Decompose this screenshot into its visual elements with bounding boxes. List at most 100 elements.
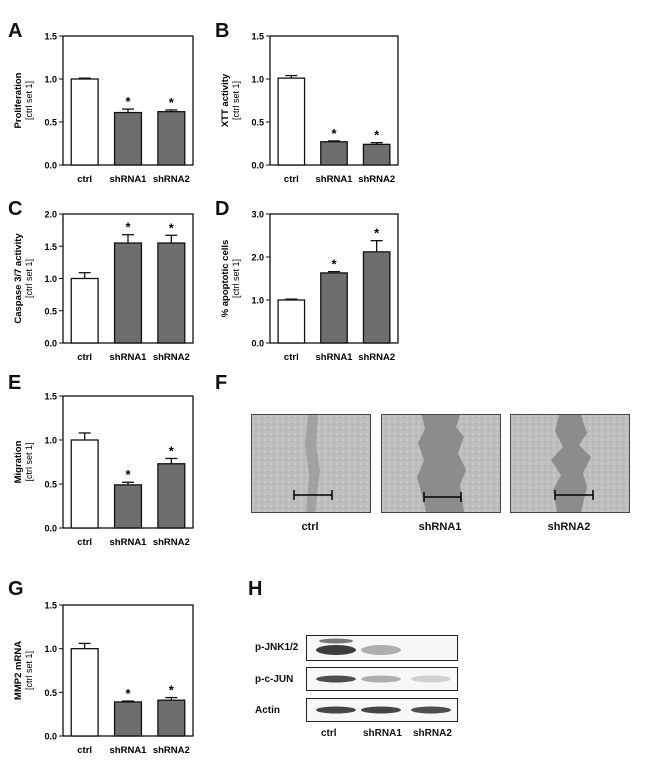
bar-shrna2 <box>157 463 186 529</box>
y-axis-sublabel: [ctrl set 1] <box>24 259 34 298</box>
y-tick-label: 1.5 <box>44 32 57 42</box>
y-axis-label: XTT activity <box>220 73 231 127</box>
micrograph-ctrl <box>251 414 371 513</box>
x-tick-label: ctrl <box>77 537 92 548</box>
blot-band <box>361 706 401 714</box>
blot-label-pcjun: p-c-JUN <box>255 674 294 685</box>
bar-shrna2 <box>362 143 391 166</box>
bar-shrna2 <box>362 251 391 344</box>
x-tick-label: shRNA1 <box>110 174 148 185</box>
significance-star: * <box>125 467 131 482</box>
bar-ctrl <box>70 277 99 344</box>
panel-letter-a: A <box>8 20 23 42</box>
x-tick-label: ctrl <box>77 352 92 363</box>
significance-star: * <box>125 220 131 235</box>
y-tick-label: 1.5 <box>251 32 264 42</box>
bar-ctrl <box>277 77 306 166</box>
blot-band <box>316 706 356 714</box>
y-tick-label: 0.0 <box>44 732 57 742</box>
micrograph-caption-ctrl: ctrl <box>301 521 319 533</box>
blot-strip-pjnk <box>306 635 458 661</box>
y-tick-label: 0.5 <box>44 306 57 316</box>
significance-star: * <box>331 257 337 272</box>
blot-band <box>411 675 451 683</box>
bar-shrna2 <box>157 242 186 344</box>
micrograph-shrna1 <box>381 414 501 513</box>
y-tick-label: 0.0 <box>44 161 57 171</box>
significance-star: * <box>169 443 175 458</box>
x-tick-label: shRNA1 <box>110 352 148 363</box>
x-tick-label: shRNA1 <box>316 174 354 185</box>
significance-star: * <box>374 128 380 143</box>
x-tick-label: shRNA2 <box>153 745 190 756</box>
blot-strip-pcjun <box>306 667 458 691</box>
y-tick-label: 0.5 <box>251 118 264 128</box>
y-tick-label: 0.0 <box>44 339 57 349</box>
x-tick-label: ctrl <box>77 745 92 756</box>
significance-star: * <box>331 126 337 141</box>
x-tick-label: shRNA2 <box>153 537 190 548</box>
chart-c: 0.0 0.5 1.0 1.5 2.0 Caspase 3/7 activity [ctrl… <box>13 210 194 363</box>
chart-g: 0.0 0.5 1.0 1.5 MMP2 mRNA [ctrl set 1] ctrl * sh… <box>13 601 194 756</box>
blot-lane-shrna2: shRNA2 <box>413 728 452 739</box>
y-tick-label: 0.5 <box>44 480 57 490</box>
significance-star: * <box>169 220 175 235</box>
bar-shrna2 <box>157 111 186 166</box>
bar-shrna1 <box>113 242 143 344</box>
bar-ctrl <box>70 78 99 166</box>
y-tick-label: 2.0 <box>251 253 264 263</box>
significance-star: * <box>125 686 131 701</box>
y-tick-label: 1.5 <box>44 242 57 252</box>
blot-bands-pcjun <box>316 675 451 683</box>
bar-ctrl <box>70 648 99 737</box>
chart-b: 0.0 0.5 1.0 1.5 XTT activity [ctrl set 1] ctrl… <box>220 32 399 185</box>
micrograph-shrna1-image <box>382 415 500 512</box>
blot-band <box>411 706 451 714</box>
y-axis-label: Caspase 3/7 activity <box>13 233 24 324</box>
panel-letter-d: D <box>215 198 230 220</box>
y-axis-sublabel: [ctrl set 1] <box>231 81 241 120</box>
blot-lane-ctrl: ctrl <box>321 728 337 739</box>
x-tick-label: shRNA1 <box>316 352 354 363</box>
significance-star: * <box>169 95 175 110</box>
x-tick-label: ctrl <box>284 174 299 185</box>
y-axis-sublabel: [ctrl set 1] <box>24 81 34 120</box>
y-axis-label: Proliferation <box>13 72 24 128</box>
y-tick-label: 0.5 <box>44 118 57 128</box>
y-tick-label: 0.0 <box>251 161 264 171</box>
blot-band <box>316 645 356 655</box>
x-tick-label: shRNA1 <box>110 745 148 756</box>
y-axis-sublabel: [ctrl set 1] <box>24 442 34 481</box>
x-tick-label: ctrl <box>77 174 92 185</box>
y-tick-label: 1.0 <box>44 644 57 654</box>
significance-star: * <box>374 226 380 241</box>
bar-shrna1 <box>320 272 348 344</box>
y-tick-label: 1.0 <box>251 296 264 306</box>
panel-letter-e: E <box>8 372 22 394</box>
y-axis-label: % apoptotic cells <box>220 240 231 318</box>
blot-band <box>361 675 401 683</box>
blot-bands-pjnk <box>316 638 401 655</box>
micrograph-caption-shrna1: shRNA1 <box>418 521 462 533</box>
blot-lane-shrna1: shRNA1 <box>363 728 402 739</box>
x-tick-label: shRNA1 <box>110 537 148 548</box>
y-tick-label: 1.0 <box>251 75 264 85</box>
y-axis-sublabel: [ctrl set 1] <box>24 651 34 690</box>
y-tick-label: 0.5 <box>44 688 57 698</box>
y-tick-label: 0.0 <box>251 339 264 349</box>
panel-letter-b: B <box>215 20 230 42</box>
y-axis-label: Migration <box>13 440 24 483</box>
y-tick-label: 1.0 <box>44 75 57 85</box>
blot-band <box>361 645 401 655</box>
y-tick-label: 1.5 <box>44 392 57 402</box>
micrograph-shrna2-image <box>511 415 629 512</box>
x-tick-label: shRNA2 <box>358 352 395 363</box>
significance-star: * <box>169 683 175 698</box>
y-tick-label: 1.5 <box>44 601 57 611</box>
blot-bands-actin <box>316 706 451 714</box>
y-tick-label: 1.0 <box>44 436 57 446</box>
blot-strip-actin <box>306 698 458 722</box>
panel-letter-c: C <box>8 198 23 220</box>
x-tick-label: ctrl <box>284 352 299 363</box>
